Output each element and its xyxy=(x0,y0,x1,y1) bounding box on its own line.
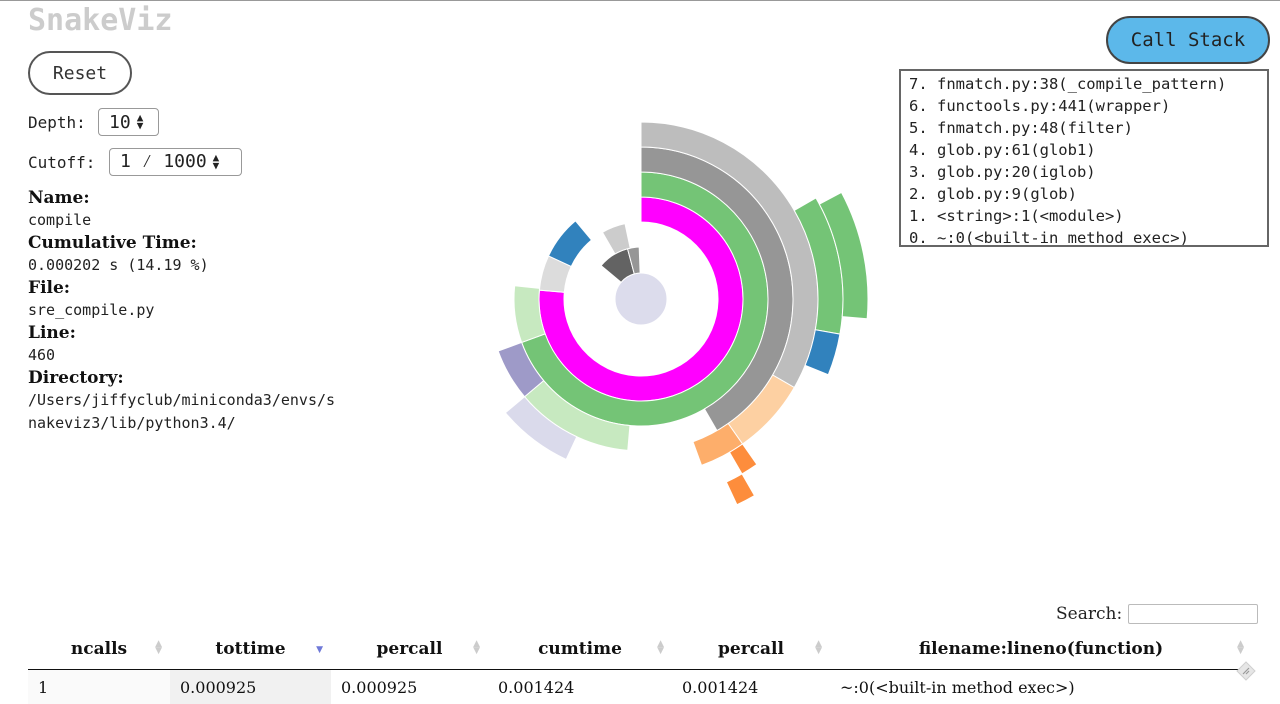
line-value: 460 xyxy=(28,346,56,364)
search-input[interactable] xyxy=(1128,604,1259,624)
name-label: Name: xyxy=(28,188,90,208)
depth-value: 10 xyxy=(109,111,131,133)
col-percall[interactable]: percall ▲ ▼ xyxy=(331,629,488,669)
sort-icon: ▲ ▼ xyxy=(657,639,664,656)
cell-tottime: 0.000925 xyxy=(170,670,331,704)
depth-label: Depth: xyxy=(28,113,86,132)
table-header: ncalls ▲ ▼ tottime ▼ percall ▲ ▼ cumtime ▲… xyxy=(28,629,1252,670)
col-percall-label: percall xyxy=(376,639,443,659)
sunburst-segment[interactable] xyxy=(804,329,841,376)
col-tottime-label: tottime xyxy=(215,639,286,659)
sunburst-segment[interactable] xyxy=(728,443,758,475)
table-search: Search: xyxy=(1056,604,1259,624)
sunburst-segment[interactable] xyxy=(504,395,578,461)
select-arrows-icon: ▲ ▼ xyxy=(136,111,144,132)
cumtime-label: Cumulative Time: xyxy=(28,233,197,253)
call-stack-item[interactable]: 0. ~:0(<built-in method exec>) xyxy=(909,229,1189,247)
cumtime-value: 0.000202 s (14.19 %) xyxy=(28,256,209,274)
col-percall-cum[interactable]: percall ▲ ▼ xyxy=(672,629,830,669)
depth-select[interactable]: 10 ▲ ▼ xyxy=(98,108,159,136)
cell-percall-cum: 0.001424 xyxy=(682,677,759,697)
sunburst-segment[interactable] xyxy=(601,223,631,255)
col-function[interactable]: filename:lineno(function) ▲ ▼ xyxy=(830,629,1252,669)
resize-handle-icon[interactable] xyxy=(1236,661,1256,681)
cutoff-value: 1 ⁄ 1000 xyxy=(120,151,207,172)
select-arrows-icon: ▲ ▼ xyxy=(212,151,220,172)
directory-value: /Users/jiffyclub/miniconda3/envs/snakevi… xyxy=(28,391,336,432)
sunburst-segment[interactable] xyxy=(547,220,593,268)
col-function-label: filename:lineno(function) xyxy=(918,639,1164,659)
col-cumtime[interactable]: cumtime ▲ ▼ xyxy=(488,629,672,669)
cell-function: ~:0(<built-in method exec>) xyxy=(840,677,1075,697)
sunburst-segment[interactable] xyxy=(513,285,546,344)
col-cumtime-label: cumtime xyxy=(538,639,622,659)
file-label: File: xyxy=(28,278,71,298)
table-row[interactable]: 1 0.000925 0.000925 0.001424 0.001424 ~:… xyxy=(28,670,1252,704)
name-value: compile xyxy=(28,211,92,229)
sort-icon: ▲ ▼ xyxy=(815,639,822,656)
search-label: Search: xyxy=(1056,604,1123,624)
col-tottime[interactable]: tottime ▼ xyxy=(170,629,331,669)
sunburst-segment[interactable] xyxy=(626,246,641,275)
file-value: sre_compile.py xyxy=(28,301,155,319)
function-info-panel: Name: compile Cumulative Time: 0.000202 … xyxy=(28,187,348,435)
call-stack-item[interactable]: 7. fnmatch.py:38(_compile_pattern) xyxy=(909,75,1227,93)
stats-table: ncalls ▲ ▼ tottime ▼ percall ▲ ▼ cumtime ▲… xyxy=(28,629,1252,704)
call-stack-item[interactable]: 4. glob.py:61(glob1) xyxy=(909,141,1096,159)
cell-percall: 0.000925 xyxy=(341,677,418,697)
call-stack-item[interactable]: 3. glob.py:20(iglob) xyxy=(909,163,1096,181)
sunburst-segment[interactable] xyxy=(497,341,545,398)
col-ncalls-label: ncalls xyxy=(70,639,128,659)
call-stack-item[interactable]: 6. functools.py:441(wrapper) xyxy=(909,97,1171,115)
cell-cumtime: 0.001424 xyxy=(498,677,575,697)
cell-ncalls: 1 xyxy=(28,670,170,704)
sunburst-segment[interactable] xyxy=(725,473,756,506)
directory-label: Directory: xyxy=(28,368,124,388)
sunburst-chart[interactable] xyxy=(430,81,930,561)
app-title: SnakeViz xyxy=(28,3,173,38)
col-ncalls[interactable]: ncalls ▲ ▼ xyxy=(28,629,170,669)
sort-icon: ▲ ▼ xyxy=(1237,639,1244,656)
sort-icon: ▲ ▼ xyxy=(473,639,480,656)
col-percall-cum-label: percall xyxy=(718,639,784,659)
line-label: Line: xyxy=(28,323,76,343)
sort-desc-icon: ▼ xyxy=(316,645,323,655)
call-stack-button[interactable]: Call Stack xyxy=(1106,16,1270,64)
call-stack-item[interactable]: 2. glob.py:9(glob) xyxy=(909,185,1077,203)
sunburst-segment[interactable] xyxy=(818,191,869,320)
call-stack-item[interactable]: 5. fnmatch.py:48(filter) xyxy=(909,119,1133,137)
call-stack-panel: 7. fnmatch.py:38(_compile_pattern) 6. fu… xyxy=(899,69,1269,247)
reset-button[interactable]: Reset xyxy=(28,51,132,95)
call-stack-item[interactable]: 1. <string>:1(<module>) xyxy=(909,207,1124,225)
cutoff-label: Cutoff: xyxy=(28,153,96,172)
cutoff-select[interactable]: 1 ⁄ 1000 ▲ ▼ xyxy=(109,148,242,176)
sort-icon: ▲ ▼ xyxy=(155,639,162,656)
